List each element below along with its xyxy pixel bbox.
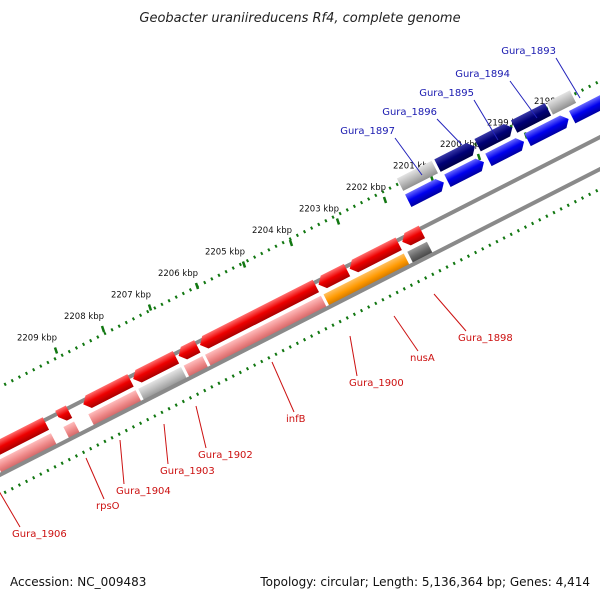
tick-mark	[382, 196, 388, 204]
tick-mark	[53, 347, 59, 354]
gene-feature-blue-3[interactable]	[485, 135, 527, 167]
gene-label-nusa[interactable]: nusA	[410, 353, 435, 364]
leader-line-nusa	[393, 315, 419, 352]
topology-text: Topology: circular; Length: 5,136,364 bp…	[259, 575, 590, 589]
tick-label-2206-kbp: 2206 kbp	[158, 269, 198, 279]
map-title: Geobacter uraniireducens Rf4, complete g…	[139, 11, 460, 26]
tick-label-2200-kbp: 2200 kbp	[440, 140, 480, 150]
gene-label-gura-1895[interactable]: Gura_1895	[419, 88, 474, 99]
gene-feature-pink-1[interactable]	[0, 433, 58, 474]
leader-line-infb	[271, 361, 295, 413]
gene-label-infb[interactable]: infB	[286, 414, 306, 425]
gene-feature-blue-4[interactable]	[524, 113, 571, 147]
tick-mark	[288, 239, 294, 247]
gene-label-gura-1902[interactable]: Gura_1902	[198, 450, 253, 461]
gene-feature-pink-5[interactable]	[205, 295, 328, 368]
gene-feature-grey-1[interactable]	[138, 367, 188, 402]
tick-mark	[147, 304, 153, 311]
gene-feature-gura-1894[interactable]	[510, 103, 552, 133]
leader-line-gura-1893	[555, 57, 581, 99]
gene-label-rpso[interactable]: rpsO	[96, 501, 120, 512]
gene-label-gura-1900[interactable]: Gura_1900	[349, 378, 404, 389]
tick-mark	[241, 261, 247, 268]
gene-feature-gura-1898[interactable]	[399, 225, 426, 248]
gene-label-gura-1898[interactable]: Gura_1898	[458, 333, 513, 344]
gene-feature-gura-1897[interactable]	[396, 160, 438, 191]
gene-feature-gura-1906[interactable]	[0, 417, 50, 458]
outer-backbone	[0, 166, 600, 478]
tick-mark	[335, 218, 341, 225]
gene-label-gura-1903[interactable]: Gura_1903	[160, 466, 215, 477]
leader-line-rpso	[85, 457, 105, 500]
leader-line-gura-1895	[473, 99, 499, 141]
tick-mark	[476, 153, 482, 161]
leader-line-gura-1902	[195, 405, 207, 449]
tick-label-2209-kbp: 2209 kbp	[17, 334, 57, 344]
gene-feature-gura-1902[interactable]	[175, 340, 201, 362]
tick-label-2207-kbp: 2207 kbp	[111, 291, 151, 301]
leader-line-gura-1904	[119, 439, 125, 485]
gene-feature-blue-2[interactable]	[444, 156, 487, 187]
gene-feature-gura-1896[interactable]	[434, 140, 478, 172]
gene-feature-gura-1893[interactable]	[546, 90, 577, 115]
gene-feature-nusa[interactable]	[347, 237, 402, 274]
gene-feature-gura-1895[interactable]	[474, 121, 515, 152]
accession-text: Accession: NC_009483	[10, 575, 146, 589]
forward-strand	[396, 90, 600, 207]
tick-mark	[100, 325, 106, 333]
tick-label-2199-kbp: 2199 kbp	[487, 119, 527, 129]
leader-line-gura-1903	[163, 423, 169, 465]
gene-label-gura-1904[interactable]: Gura_1904	[116, 486, 171, 497]
leader-line-gura-1896	[436, 118, 463, 146]
gene-feature-gura-1903[interactable]	[130, 350, 180, 385]
tick-label-2201-kbp: 2201 kbp	[393, 162, 433, 172]
leader-line-gura-1898	[433, 293, 467, 332]
gene-feature-blue-1[interactable]	[405, 176, 447, 207]
gene-feature-gura-1900[interactable]	[315, 263, 351, 291]
tick-mark	[194, 282, 200, 290]
gene-feature-highlight[interactable]	[323, 253, 411, 307]
gene-feature-pink-4[interactable]	[183, 356, 209, 379]
gene-feature-blue-5[interactable]	[568, 92, 600, 124]
leader-line-gura-1900	[349, 335, 358, 377]
gene-feature-pink-3[interactable]	[88, 390, 142, 427]
tick-label-2208-kbp: 2208 kbp	[64, 312, 104, 322]
tick-label-2202-kbp: 2202 kbp	[346, 183, 386, 193]
leader-line-gura-1894	[509, 80, 538, 119]
gene-label-gura-1906[interactable]: Gura_1906	[12, 529, 67, 540]
gene-label-gura-1894[interactable]: Gura_1894	[455, 69, 510, 80]
gene-feature-infb[interactable]	[197, 279, 320, 351]
gene-label-gura-1896[interactable]: Gura_1896	[382, 107, 437, 118]
reverse-strand	[0, 225, 434, 474]
tick-label-2205-kbp: 2205 kbp	[205, 248, 245, 258]
gene-labels: Gura_1893 Gura_1894 Gura_1895 Gura_1896 Gura…	[0, 46, 581, 540]
gene-feature-dark[interactable]	[407, 241, 434, 265]
gene-feature-gura-1904[interactable]	[80, 374, 134, 411]
leader-line-gura-1906	[0, 491, 21, 528]
tick-label-2204-kbp: 2204 kbp	[252, 226, 292, 236]
leader-line-gura-1897	[394, 137, 423, 176]
gene-label-gura-1893[interactable]: Gura_1893	[501, 46, 556, 57]
gene-label-gura-1897[interactable]: Gura_1897	[340, 126, 395, 137]
gene-features	[0, 90, 600, 474]
gene-feature-rpso[interactable]	[55, 405, 73, 423]
tick-label-2203-kbp: 2203 kbp	[299, 205, 339, 215]
